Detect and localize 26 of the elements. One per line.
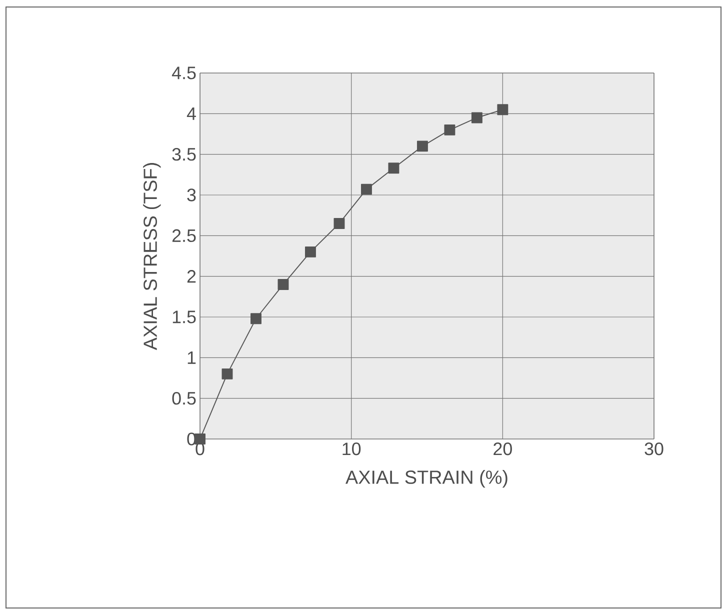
point xyxy=(388,162,400,174)
x-tick-label: 10 xyxy=(342,442,361,456)
point xyxy=(497,104,508,116)
y-axis-title: AXIAL STRESS (TSF) xyxy=(143,163,161,350)
point xyxy=(278,278,289,290)
y-tick-label: 1.5 xyxy=(172,310,196,324)
y-tick-label: 2.5 xyxy=(172,229,196,242)
point xyxy=(194,434,206,444)
point xyxy=(360,184,372,195)
point xyxy=(304,246,316,258)
y-tick-label: 0.5 xyxy=(172,392,196,405)
point xyxy=(334,218,345,229)
point xyxy=(444,124,456,136)
point xyxy=(222,368,233,380)
y-tick-label: 2 xyxy=(187,270,196,283)
x-tick-label: 20 xyxy=(494,442,512,456)
point xyxy=(471,112,482,124)
y-tick-label: 1 xyxy=(188,351,196,364)
y-tick-label: 3 xyxy=(187,188,196,202)
y-tick-label: 3.5 xyxy=(172,148,196,161)
x-tick-label: 30 xyxy=(644,442,664,456)
y-tick-label: 4 xyxy=(186,107,196,120)
x-axis-title: AXIAL STRAIN (%) xyxy=(346,470,508,488)
y-tick-label: 4.5 xyxy=(172,66,196,80)
point xyxy=(416,140,428,152)
point xyxy=(250,313,262,324)
